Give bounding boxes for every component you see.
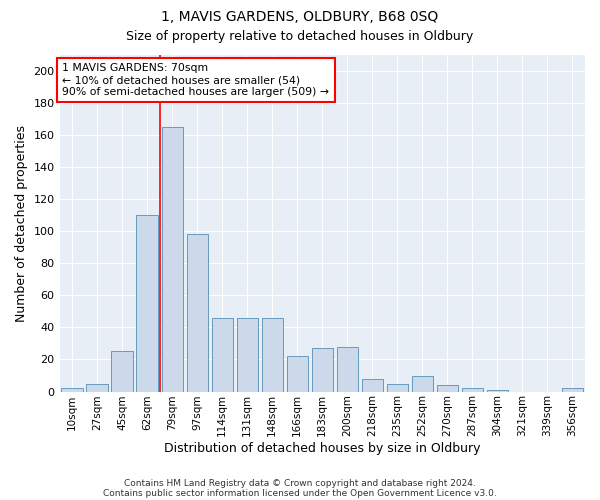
Bar	[437, 385, 458, 392]
Bar	[462, 388, 483, 392]
Bar	[262, 318, 283, 392]
Bar	[287, 356, 308, 392]
Bar	[562, 388, 583, 392]
Bar	[212, 318, 233, 392]
Bar	[112, 352, 133, 392]
Bar	[86, 384, 108, 392]
Bar	[236, 318, 258, 392]
X-axis label: Distribution of detached houses by size in Oldbury: Distribution of detached houses by size …	[164, 442, 481, 455]
Y-axis label: Number of detached properties: Number of detached properties	[15, 125, 28, 322]
Bar	[487, 390, 508, 392]
Bar	[311, 348, 333, 392]
Text: Contains HM Land Registry data © Crown copyright and database right 2024.: Contains HM Land Registry data © Crown c…	[124, 478, 476, 488]
Bar	[387, 384, 408, 392]
Bar	[337, 346, 358, 392]
Bar	[187, 234, 208, 392]
Bar	[136, 216, 158, 392]
Text: 1, MAVIS GARDENS, OLDBURY, B68 0SQ: 1, MAVIS GARDENS, OLDBURY, B68 0SQ	[161, 10, 439, 24]
Text: Contains public sector information licensed under the Open Government Licence v3: Contains public sector information licen…	[103, 488, 497, 498]
Bar	[61, 388, 83, 392]
Bar	[362, 378, 383, 392]
Text: Size of property relative to detached houses in Oldbury: Size of property relative to detached ho…	[127, 30, 473, 43]
Bar	[412, 376, 433, 392]
Bar	[161, 127, 183, 392]
Text: 1 MAVIS GARDENS: 70sqm
← 10% of detached houses are smaller (54)
90% of semi-det: 1 MAVIS GARDENS: 70sqm ← 10% of detached…	[62, 64, 329, 96]
